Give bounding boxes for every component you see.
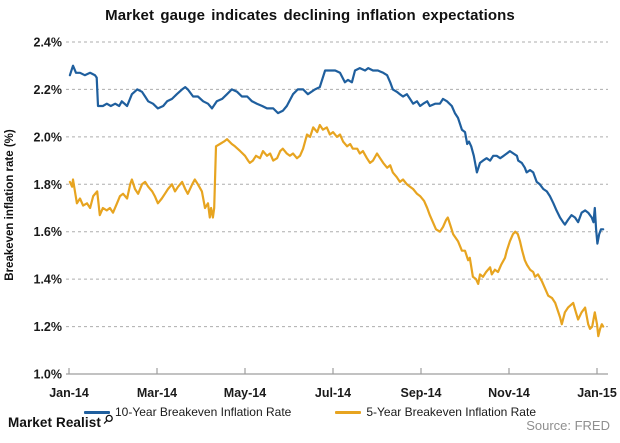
legend-label-10-year: 10-Year Breakeven Inflation Rate [114, 405, 292, 419]
x-tick-label: Jul-14 [315, 386, 351, 400]
series-line-5-year-breakeven-inflation-rate [68, 123, 605, 338]
y-tick-label: 1.2% [34, 320, 63, 334]
y-tick-label: 2.4% [34, 36, 63, 50]
magnifier-icon [102, 413, 114, 431]
x-tick-label: Mar-14 [137, 386, 177, 400]
y-tick-label: 1.4% [34, 273, 63, 287]
y-tick-label: 2.0% [34, 130, 63, 144]
series-line-10-year-breakeven-inflation-rate [68, 64, 605, 245]
y-axis-title: Breakeven inflation rate (%) [4, 129, 16, 281]
x-tick-label: Jan-15 [577, 386, 617, 400]
chart-title: Market gauge indicates declining inflati… [105, 7, 515, 24]
brand-logo: Market Realist [8, 413, 114, 431]
legend-item-10-year: 10-Year Breakeven Inflation Rate [83, 405, 292, 419]
x-tick-label: May-14 [224, 386, 266, 400]
brand-name: Market Realist [8, 415, 101, 430]
legend: 10-Year Breakeven Inflation Rate 5-Year … [0, 405, 620, 419]
y-tick-label: 1.0% [34, 368, 63, 382]
legend-label-5-year: 5-Year Breakeven Inflation Rate [366, 405, 536, 419]
y-tick-label: 2.2% [34, 83, 63, 97]
x-tick-label: Nov-14 [488, 386, 530, 400]
source-credit: Source: FRED [526, 418, 610, 433]
x-tick-label: Sep-14 [401, 386, 442, 400]
legend-line-swatch-5-year [335, 410, 362, 414]
y-tick-label: 1.6% [34, 225, 63, 239]
legend-line-swatch-10-year [83, 410, 110, 414]
y-tick-label: 1.8% [34, 178, 63, 192]
x-tick-label: Jan-14 [49, 386, 89, 400]
legend-item-5-year: 5-Year Breakeven Inflation Rate [335, 405, 536, 419]
